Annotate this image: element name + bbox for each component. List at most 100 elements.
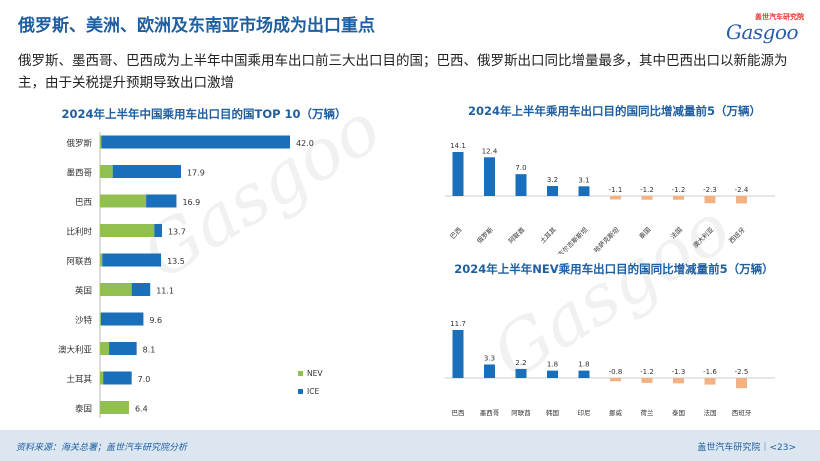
chart2-category-label: 西班牙 <box>727 225 748 246</box>
gasgoo-logo: 盖世汽车研究院 Gasgoo <box>726 12 804 42</box>
chart3-bar <box>452 330 464 378</box>
footer-separator: ｜ <box>760 443 770 453</box>
chart1-bar-ice <box>146 194 177 208</box>
chart1-bar-ice <box>102 253 162 267</box>
chart2-bar <box>578 186 590 196</box>
chart3-bar <box>484 364 495 378</box>
footer-source: 资料来源：海关总署；盖世汽车研究院分析 <box>16 443 188 453</box>
chart3-title: 2024年上半年NEV乘用车出口目的国同比增减量前5（万辆） <box>454 262 774 276</box>
chart1-category-label: 沙特 <box>75 315 93 326</box>
chart1-bar-nev <box>100 401 129 414</box>
chart1-value-label: 6.4 <box>135 405 148 414</box>
chart1-category-label: 墨西哥 <box>66 169 92 179</box>
chart1-legend-label: NEV <box>307 369 323 378</box>
chart1-value-label: 11.1 <box>156 287 174 296</box>
chart2-value-label: 3.2 <box>547 176 558 184</box>
chart2-bar <box>484 157 495 196</box>
chart1-bar-nev <box>100 224 155 237</box>
footer-brand-name: 盖世汽车研究院 <box>697 443 761 453</box>
chart2-value-label: 14.1 <box>450 142 466 150</box>
logo-top-text: 盖世汽车研究院 <box>755 13 804 21</box>
chart1-category-label: 俄罗斯 <box>66 138 92 149</box>
logo-main-text: Gasgoo <box>726 20 799 44</box>
chart3-bar <box>704 378 716 385</box>
chart3-category-label: 荷兰 <box>641 408 655 417</box>
chart2-category-label: 哈萨克斯坦 <box>592 225 622 254</box>
chart3-category-label: 泰国 <box>672 408 685 417</box>
chart1-bar-nev <box>100 253 103 267</box>
chart2-value-label: 3.1 <box>578 176 589 184</box>
chart3-bar <box>736 378 747 389</box>
chart1-legend-swatch-ice <box>298 389 303 394</box>
chart2-bar <box>452 152 464 196</box>
chart3-category-label: 西班牙 <box>732 408 752 417</box>
chart1-value-label: 9.6 <box>149 316 162 325</box>
chart3-value-label: -1.2 <box>640 368 654 376</box>
chart2-value-label: -1.2 <box>672 186 686 194</box>
chart1-title: 2024年上半年中国乘用车出口目的国TOP 10（万辆） <box>61 107 347 121</box>
chart2-yoy-change-bar: 14.1 12.4 7.0 3.2 3.1 -1.1 -1.2 -1.2 -2.3 -2.4 巴西俄… <box>445 142 775 254</box>
chart2-bar <box>673 196 684 200</box>
chart1-category-label: 英国 <box>75 286 92 297</box>
chart1-value-label: 42.0 <box>296 139 314 148</box>
chart1-legend-swatch-nev <box>298 371 303 376</box>
footer-page-number: <23> <box>769 443 796 453</box>
chart1-category-label: 泰国 <box>75 404 92 415</box>
chart3-category-label: 阿联酋 <box>511 408 531 417</box>
chart3-bar <box>578 370 590 378</box>
chart3-category-label: 法国 <box>704 408 717 417</box>
chart3-value-label: 1.8 <box>578 361 589 369</box>
chart1-top10-horizontal-bar: 俄罗斯 42.0 墨西哥 17.9 巴西 16.9 比利时 13.7 阿联酋 13.5 英国 11.1… <box>58 132 323 418</box>
chart3-value-label: 1.8 <box>547 361 558 369</box>
chart3-value-label: 2.2 <box>515 359 526 367</box>
chart2-value-label: 12.4 <box>482 147 498 155</box>
chart2-bar <box>515 174 527 196</box>
chart1-bar-ice <box>131 283 151 296</box>
chart2-title: 2024年上半年乘用车出口目的国同比增减量前5（万辆） <box>468 104 762 118</box>
chart1-bar-ice <box>101 135 290 149</box>
chart1-category-label: 土耳其 <box>66 374 92 385</box>
chart3-value-label: 11.7 <box>450 320 466 328</box>
chart2-value-label: -1.2 <box>640 186 654 194</box>
chart1-bar-nev <box>100 371 104 385</box>
chart2-bar <box>547 186 558 196</box>
chart1-bar-nev <box>100 342 110 355</box>
chart3-value-label: -1.6 <box>703 368 717 376</box>
chart1-value-label: 16.9 <box>182 198 200 207</box>
chart2-category-label: 巴西 <box>449 225 464 240</box>
chart3-value-label: 3.3 <box>484 354 495 362</box>
chart2-category-label: 吉尔吉斯斯坦 <box>555 225 589 254</box>
footer-brand: 盖世汽车研究院｜<23> <box>697 440 796 453</box>
chart2-bar <box>736 196 747 204</box>
chart3-bar <box>547 370 558 378</box>
chart3-nev-yoy-change-bar: 11.7 3.3 2.2 1.8 1.8 -0.8 -1.2 -1.3 -1.6 -2.5 巴西 墨西… <box>445 320 775 417</box>
chart2-bar <box>704 196 716 204</box>
chart2-category-label: 澳大利亚 <box>691 225 716 250</box>
chart3-value-label: -2.5 <box>735 368 749 376</box>
chart1-bar-ice <box>100 312 144 326</box>
chart2-value-label: -1.1 <box>609 186 623 194</box>
chart2-bar <box>641 196 653 200</box>
chart2-category-label: 法国 <box>668 225 684 241</box>
chart1-bar-nev <box>100 194 147 208</box>
chart3-category-label: 韩国 <box>546 408 559 417</box>
chart1-bar-ice <box>112 165 181 178</box>
chart1-category-label: 巴西 <box>75 198 92 208</box>
chart1-bar-ice <box>109 342 137 355</box>
chart2-category-label: 土耳其 <box>538 225 559 246</box>
chart2-value-label: 7.0 <box>515 164 526 172</box>
chart2-bar <box>610 196 621 200</box>
chart2-category-label: 阿联酋 <box>506 225 527 246</box>
chart1-bar-ice <box>103 371 132 385</box>
chart1-value-label: 13.7 <box>168 228 186 237</box>
chart3-category-label: 印尼 <box>578 409 591 417</box>
chart3-bar <box>515 368 527 378</box>
chart2-category-label: 俄罗斯 <box>475 225 496 246</box>
footer: 资料来源：海关总署；盖世汽车研究院分析 盖世汽车研究院｜<23> <box>0 430 820 461</box>
page-subtitle: 俄罗斯、墨西哥、巴西成为上半年中国乘用车出口前三大出口目的国；巴西、俄罗斯出口同… <box>18 53 788 91</box>
chart3-bar <box>610 378 621 382</box>
chart2-category-label: 泰国 <box>637 225 653 241</box>
chart3-bar <box>673 378 684 384</box>
chart2-value-label: -2.4 <box>735 186 749 194</box>
chart3-bar <box>641 378 653 383</box>
